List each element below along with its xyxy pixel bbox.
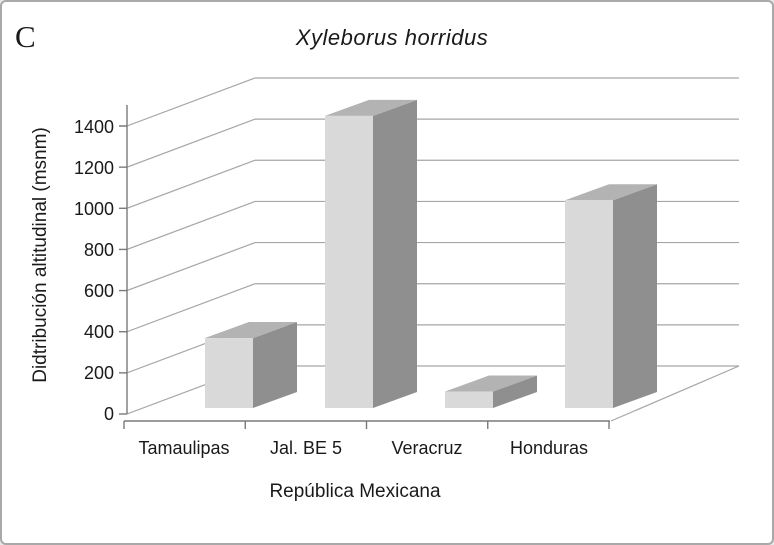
axes [119,105,610,429]
y-tick-label: 400 [84,322,114,342]
y-tick-label: 1000 [74,199,114,219]
y-tick-label: 600 [84,281,114,301]
gridlines [126,77,740,422]
y-tick-label: 0 [104,404,114,424]
panel-letter: C [15,19,36,54]
chart-title: Xyleborus horridus [295,25,488,50]
y-tick-label: 1400 [74,117,114,137]
bar-2 [445,375,537,408]
y-axis-title: Didtribución altitudinal (msnm) [30,127,51,383]
x-category-label: Honduras [510,438,588,458]
x-category-label: Jal. BE 5 [270,438,342,458]
bars-3d [205,99,657,408]
y-tick-label: 200 [84,363,114,383]
bar-1 [325,99,417,408]
y-tick-label: 800 [84,240,114,260]
bar-0 [205,322,297,408]
bar-3 [565,184,657,408]
y-tick-label: 1200 [74,158,114,178]
x-axis-title: República Mexicana [269,481,441,502]
x-category-label: Tamaulipas [138,438,229,458]
x-category-label: Veracruz [391,438,462,458]
